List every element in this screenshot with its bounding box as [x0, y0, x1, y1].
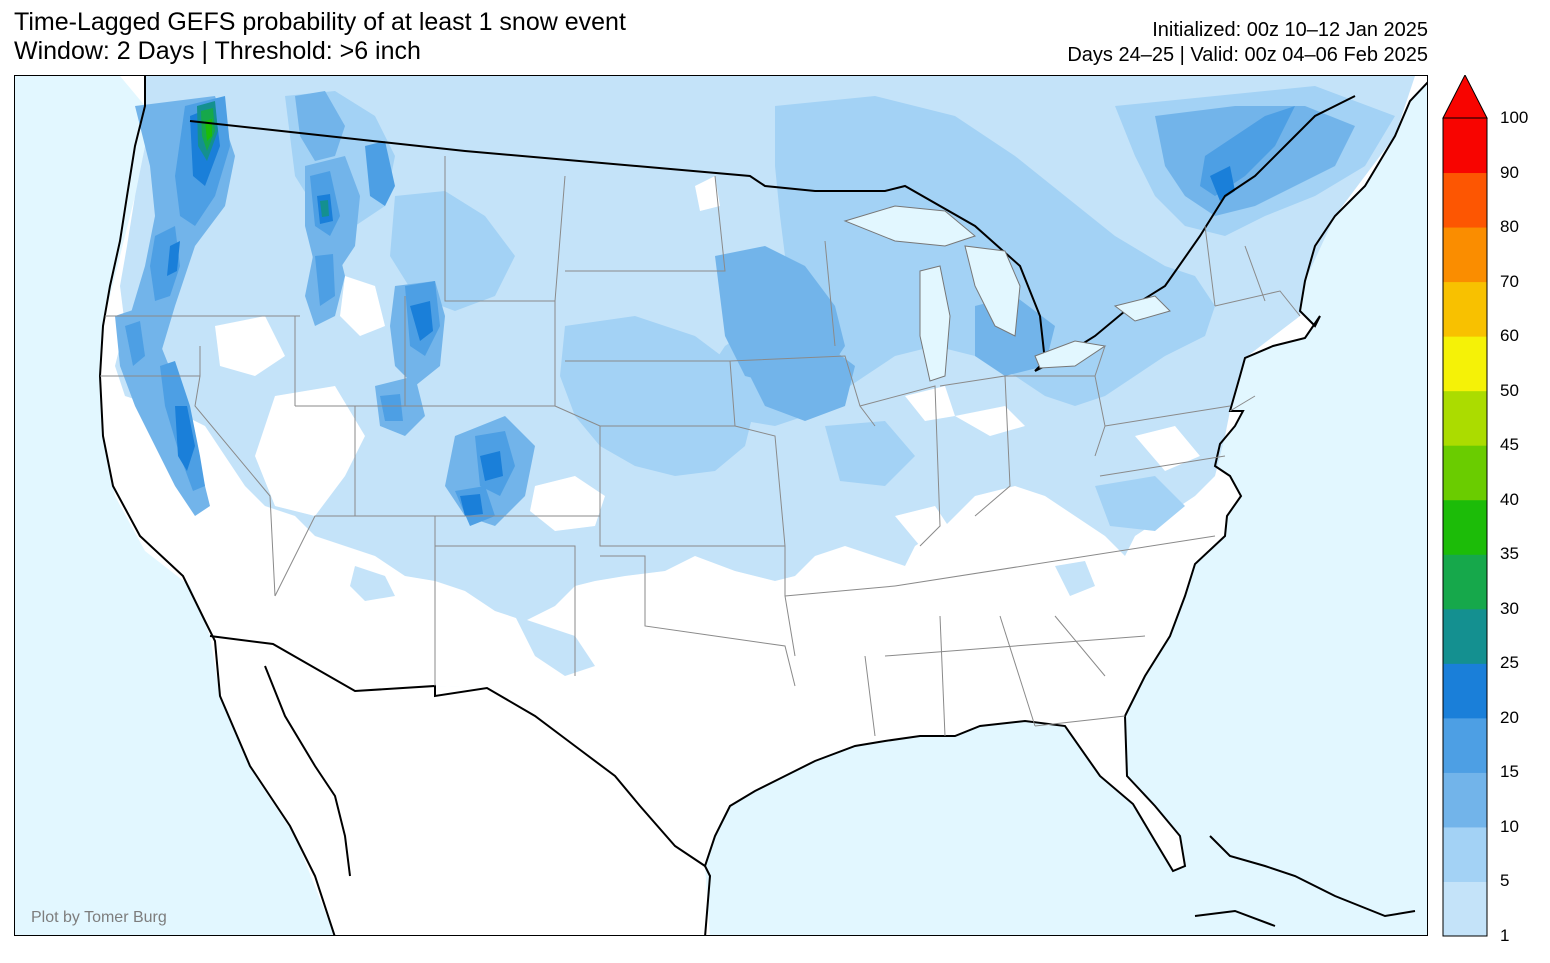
- plot-credit: Plot by Tomer Burg: [31, 909, 167, 926]
- map-title: Time-Lagged GEFS probability of at least…: [14, 8, 626, 36]
- no-signal-areas: [215, 176, 1200, 546]
- map-panel: Plot by Tomer Burg: [14, 75, 1428, 936]
- coastlines: [98, 76, 1427, 935]
- colorbar: [1442, 75, 1488, 937]
- probability-25-40: [197, 101, 329, 217]
- colorbar-outline: [1442, 117, 1488, 937]
- colorbar-tick-label: 40: [1500, 489, 1519, 509]
- state-borders: [100, 156, 1301, 737]
- colorbar-segment: [1443, 554, 1487, 610]
- colorbar-segment: [1443, 499, 1487, 555]
- colorbar-segment: [1443, 118, 1487, 174]
- colorbar-tick-label: 20: [1500, 707, 1519, 727]
- mexico-land: [210, 636, 710, 935]
- colorbar-tick-label: 90: [1500, 162, 1519, 182]
- initialized-text: Initialized: 00z 10–12 Jan 2025: [1152, 19, 1428, 41]
- colorbar-segment: [1443, 717, 1487, 773]
- colorbar-tick-label: 15: [1500, 762, 1519, 782]
- colorbar-tick-label: 70: [1500, 271, 1519, 291]
- colorbar-segment: [1443, 445, 1487, 501]
- colorbar-tick-label: 45: [1500, 435, 1519, 455]
- map-subtitle: Window: 2 Days | Threshold: >6 inch: [14, 37, 421, 65]
- colorbar-tick-label: 60: [1500, 326, 1519, 346]
- colorbar-segment: [1443, 772, 1487, 828]
- colorbar-tick-label: 10: [1500, 816, 1519, 836]
- colorbar-tick-label: 80: [1500, 217, 1519, 237]
- great-lakes: [843, 205, 1171, 382]
- colorbar-segment: [1443, 390, 1487, 446]
- info-block: Initialized: 00z 10–12 Jan 2025 Days 24–…: [1067, 18, 1428, 68]
- colorbar-tick-label: 25: [1500, 653, 1519, 673]
- colorbar-segment: [1443, 826, 1487, 882]
- map-canvas: [15, 76, 1427, 935]
- colorbar-extend-arrow: [1442, 75, 1488, 119]
- colorbar-tick-label: 5: [1500, 871, 1510, 891]
- colorbar-segment: [1443, 663, 1487, 719]
- valid-text: Days 24–25 | Valid: 00z 04–06 Feb 2025: [1067, 44, 1428, 66]
- colorbar-segment: [1443, 336, 1487, 392]
- colorbar-tick-label: 50: [1500, 380, 1519, 400]
- colorbar-segment: [1443, 172, 1487, 228]
- colorbar-tick-label: 35: [1500, 544, 1519, 564]
- colorbar-segment: [1443, 227, 1487, 283]
- colorbar-segment: [1443, 608, 1487, 664]
- colorbar-tick-label: 30: [1500, 598, 1519, 618]
- colorbar-segment: [1443, 281, 1487, 337]
- colorbar-segments: [1443, 118, 1487, 937]
- title-block: Time-Lagged GEFS probability of at least…: [14, 8, 626, 66]
- colorbar-tick-label: 1: [1500, 926, 1510, 945]
- colorbar-tick-label: 100: [1500, 108, 1529, 127]
- colorbar-segment: [1443, 881, 1487, 937]
